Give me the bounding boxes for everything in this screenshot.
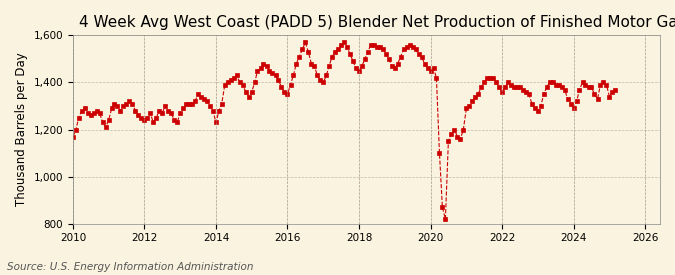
Y-axis label: Thousand Barrels per Day: Thousand Barrels per Day	[15, 53, 28, 207]
Text: Source: U.S. Energy Information Administration: Source: U.S. Energy Information Administ…	[7, 262, 253, 272]
Text: 4 Week Avg West Coast (PADD 5) Blender Net Production of Finished Motor Gasoline: 4 Week Avg West Coast (PADD 5) Blender N…	[79, 15, 675, 30]
